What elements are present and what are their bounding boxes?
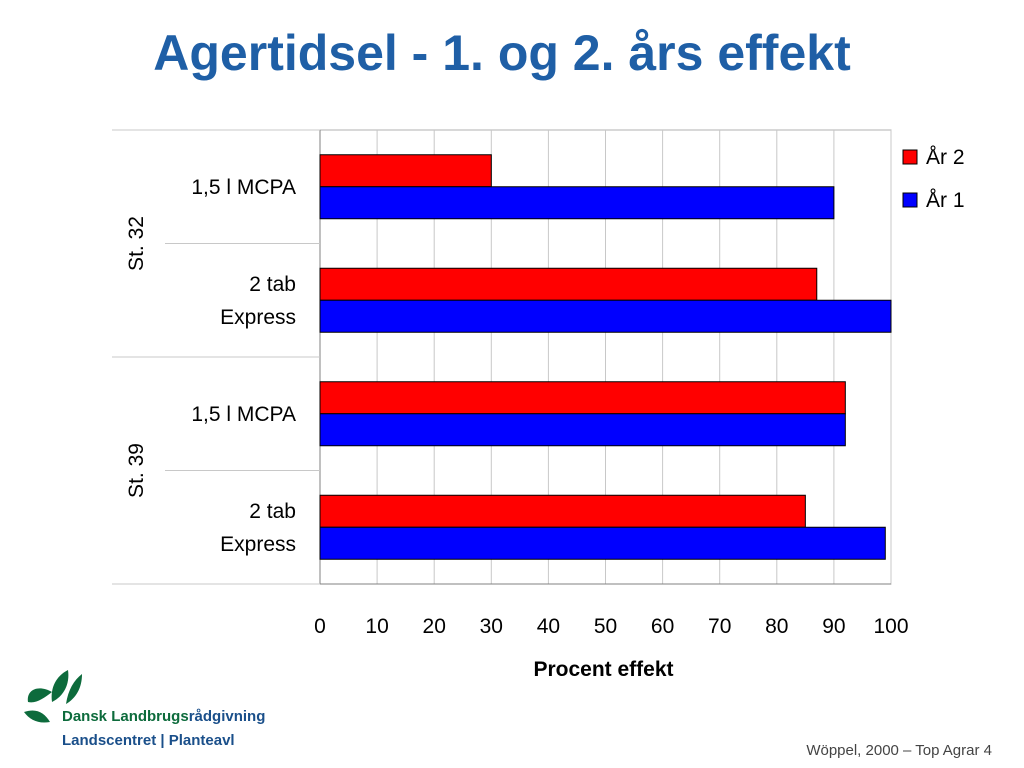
x-tick-label-2: 20 [423,615,446,638]
x-tick-label-10: 100 [873,615,908,638]
category-label-3-line-0: 2 tab [249,500,296,523]
logo: Dansk Landbrugsrådgivning Landscentret |… [22,668,342,758]
bar-ar1-cat-0 [319,186,835,220]
category-label-0-line-0: 1,5 l MCPA [191,176,296,199]
category-label-3-line-1: Express [220,533,296,556]
x-tick-label-0: 0 [314,615,326,638]
logo-line2: Landscentret | Planteavl [62,732,235,749]
legend-label-0: År 2 [926,146,965,169]
logo-line1-main: Dansk Landbrugs [62,708,189,725]
category-label-1-line-1: Express [220,306,296,329]
category-label-1-line-0: 2 tab [249,273,296,296]
bar-ar2-cat-2 [319,381,846,415]
x-tick-label-4: 40 [537,615,560,638]
legend-swatch-1 [902,192,918,208]
logo-line1: Dansk Landbrugsrådgivning [62,708,265,725]
logo-line1-sub: rådgivning [188,708,266,725]
slide-title: Agertidsel - 1. og 2. års effekt [153,25,851,81]
category-label-2-line-0: 1,5 l MCPA [191,403,296,426]
x-tick-label-6: 60 [651,615,674,638]
x-tick-label-8: 80 [765,615,788,638]
x-tick-label-1: 10 [365,615,388,638]
x-tick-label-7: 70 [708,615,731,638]
group-label-1: St. 39 [125,443,148,498]
legend-swatch-0 [902,149,918,165]
x-tick-label-9: 90 [822,615,845,638]
bar-ar2-cat-0 [319,154,492,188]
bar-ar2-cat-3 [319,494,806,528]
source-citation: Wöppel, 2000 – Top Agrar 4 [806,742,992,759]
bar-ar2-cat-1 [319,267,818,301]
legend-label-1: År 1 [926,189,965,212]
leaf-logo-icon [24,670,82,723]
x-tick-label-3: 30 [480,615,503,638]
bar-ar1-cat-1 [319,299,892,333]
x-tick-label-5: 50 [594,615,617,638]
group-label-0: St. 32 [125,216,148,271]
x-axis-title: Procent effekt [533,658,673,681]
bar-ar1-cat-3 [319,526,886,560]
bar-ar1-cat-2 [319,413,846,447]
